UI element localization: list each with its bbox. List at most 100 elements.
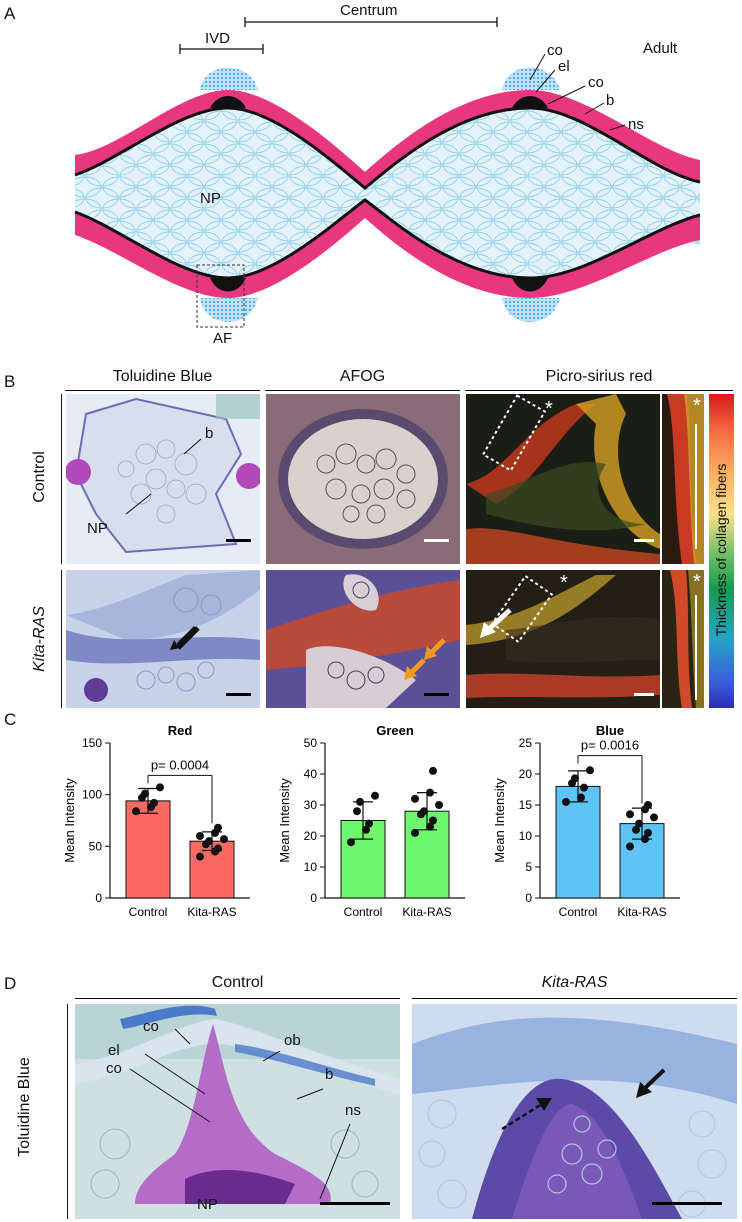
panel-label-d: D [4,974,17,993]
b-label: b [325,1066,334,1083]
co-label-1: co [143,1018,159,1035]
y-axis-label: Mean Intensity [62,778,77,863]
picrosirius-kita-ras-image [466,570,660,708]
row-label-toluidine: Toluidine Blue [16,1057,33,1157]
afog-kita-ras-image [266,570,460,708]
data-point [365,819,373,828]
column-rule [65,390,260,391]
data-point [132,807,140,816]
column-head-toluidine: Toluidine Blue [112,368,213,385]
data-point [644,801,652,809]
scale-bar [226,693,251,696]
adult-label: Adult [643,40,678,57]
column-head-kita-ras: Kita-RAS [541,974,608,991]
column-rule [75,998,400,999]
picrosirius-control-image [466,394,660,564]
x-tick-label: Kita-RAS [187,905,236,919]
data-point [632,825,640,834]
y-tick-label: 10 [304,860,318,874]
star-annotation: * [560,572,568,594]
y-tick-label: 30 [304,798,318,812]
picrosirius-control-inset [662,394,704,564]
panel-label-c: C [4,710,17,729]
ivd-range-bar [179,44,264,54]
column-head-control: Control [211,974,264,991]
centrum-label: Centrum [340,2,398,19]
scale-bar [424,539,449,542]
af-inset-box [196,264,245,328]
y-tick-label: 10 [519,829,533,843]
y-axis-label: Mean Intensity [277,778,292,863]
y-tick-label: 20 [304,829,318,843]
chart-title: Blue [596,723,624,738]
data-point [214,844,222,853]
y-tick-label: 100 [82,788,102,802]
co-label-2: co [106,1060,122,1077]
row-rule [61,394,62,564]
lower-bone [75,200,700,298]
x-tick-label: Control [559,905,598,919]
y-tick-label: 150 [82,736,102,750]
b-annotation: b [205,425,214,442]
ns-label: ns [345,1102,361,1119]
b-label: b [606,92,615,109]
data-point [650,813,658,822]
p-value-label: p= 0.0004 [151,757,209,772]
data-point [420,807,428,816]
star-annotation: * [545,398,553,420]
data-point [577,793,585,802]
scale-bar [634,539,654,542]
afog-control-image [266,394,460,564]
data-point [426,822,434,831]
ns-label: ns [628,116,644,133]
scale-bar [695,424,697,549]
y-tick-label: 0 [95,891,102,905]
y-tick-label: 40 [304,767,318,781]
y-tick-label: 5 [525,860,532,874]
data-point [150,798,158,807]
scale-bar [320,1202,390,1205]
notochord-region [75,108,700,278]
data-point [580,783,588,792]
row-rule [67,1004,68,1219]
data-point [626,842,634,851]
vertebral-column-schematic [74,17,701,328]
y-axis-label: Mean Intensity [492,778,507,863]
np-label: NP [200,190,221,207]
column-head-picrosirius: Picro-sirius red [545,368,653,385]
data-point [353,807,361,816]
data-point [562,797,570,806]
endplate-bottom-right [502,278,560,322]
column-rule [412,998,737,999]
co-label-1: co [547,42,563,59]
data-point [141,789,149,798]
y-tick-label: 0 [525,891,532,905]
data-point [156,783,164,792]
toluidine-kita-ras-image [66,570,260,708]
row-rule [61,570,62,708]
data-point [411,794,419,803]
data-point [644,828,652,837]
scale-bar [695,595,697,700]
data-point [196,852,204,861]
data-point [205,837,213,846]
data-point [411,828,419,837]
scale-bar [652,1202,722,1205]
data-point [429,816,437,825]
y-tick-label: 0 [310,891,317,905]
y-tick-label: 15 [519,798,533,812]
column-rule [465,390,733,391]
data-point [635,819,643,828]
picrosirius-kita-ras-inset [662,570,704,708]
ivd-label: IVD [205,30,231,47]
data-point [641,835,649,844]
toluidine-kita-ras-detail-image [412,1004,737,1219]
y-tick-label: 50 [89,839,103,853]
data-point [220,835,228,844]
y-tick-label: 50 [304,736,318,750]
column-rule [265,390,460,391]
star-annotation-inset: * [693,395,701,417]
ob-label: ob [284,1032,301,1049]
panel-label-b: B [4,372,16,391]
